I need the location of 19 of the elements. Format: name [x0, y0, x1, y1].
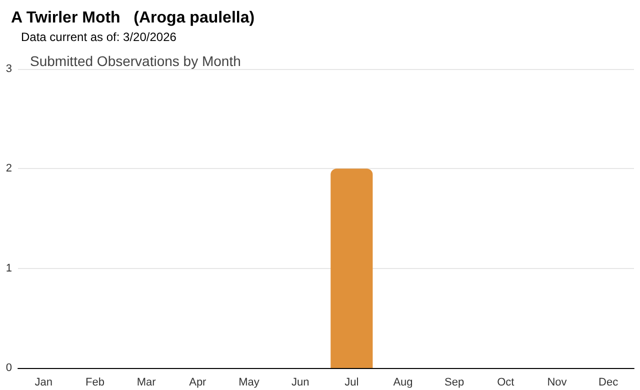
x-tick-label: Oct	[497, 376, 514, 388]
x-tick-label: Jul	[344, 376, 359, 388]
x-tick-label: Nov	[547, 376, 568, 388]
chart-subtitle: Data current as of: 3/20/2026	[21, 30, 177, 44]
x-tick-label: Apr	[189, 376, 207, 388]
x-tick-label: Dec	[598, 376, 619, 388]
x-tick-label: May	[238, 376, 260, 388]
x-tick-label: Mar	[136, 376, 156, 388]
text: Submitted Observations by Month	[30, 53, 241, 69]
chart-title: A Twirler Moth (Aroga paulella)	[11, 10, 255, 26]
x-tick-label: Feb	[86, 376, 104, 388]
y-tick-label: 1	[6, 262, 12, 274]
y-tick-label: 2	[6, 162, 12, 175]
y-tick-label: 3	[6, 63, 12, 75]
y-tick-label: 0	[6, 362, 12, 374]
x-tick-label: Jan	[34, 376, 53, 388]
x-tick-label: Sep	[444, 376, 464, 388]
x-tick-label: Jun	[291, 376, 310, 388]
x-tick-label: Aug	[393, 376, 413, 388]
